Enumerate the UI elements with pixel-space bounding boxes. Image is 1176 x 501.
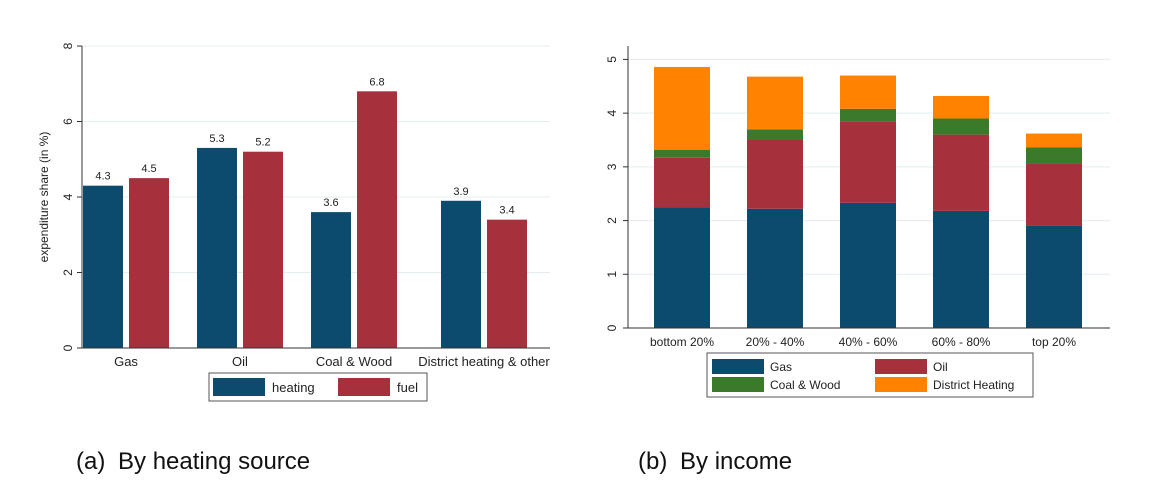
- legend-swatch-coal-wood: [712, 377, 764, 392]
- chart-b-y-tick-label: 3: [605, 163, 619, 170]
- chart-b-y-tick-label: 0: [605, 324, 619, 331]
- bar-district-heating-60-80: [933, 95, 989, 119]
- value-label-heating-district-heating-other: 3.9: [453, 186, 468, 198]
- value-label-fuel-gas: 4.5: [141, 163, 156, 175]
- legend-swatch-gas: [712, 359, 764, 374]
- value-label-fuel-oil: 5.2: [255, 137, 270, 149]
- legend-label-district-heating: District Heating: [933, 378, 1014, 392]
- legend-swatch-fuel: [338, 378, 390, 396]
- chart-a-y-tick-label: 2: [61, 269, 75, 276]
- bar-oil-40-60: [840, 121, 896, 203]
- bar-oil-bottom-20: [654, 157, 710, 208]
- caption-b: (b) By income: [638, 448, 792, 476]
- caption-b-text: By income: [680, 448, 793, 475]
- bar-heating-district-heating-other: [441, 200, 481, 348]
- bar-fuel-gas: [129, 178, 169, 348]
- x-tick-label-oil: Oil: [232, 354, 248, 369]
- caption-b-tag: (b): [638, 448, 668, 475]
- bar-coal-wood-60-80: [933, 118, 989, 135]
- value-label-heating-gas: 4.3: [95, 171, 110, 183]
- chart-a: 4.3 4.5 5.3 5.2 3.6 6.8 3.9 3.4 0 2 4 6 8 Gas Oil Coa…: [37, 42, 550, 402]
- legend-label-fuel: fuel: [397, 380, 418, 395]
- bar-coal-wood-20-40: [747, 129, 803, 140]
- bar-district-heating-40-60: [840, 75, 896, 109]
- bar-district-heating-top-20: [1026, 133, 1082, 148]
- caption-a-text: By heating source: [118, 448, 311, 475]
- chart-b-y-tick-label: 1: [605, 271, 619, 278]
- bar-gas-40-60: [840, 202, 896, 328]
- legend-label-coal-wood: Coal & Wood: [770, 378, 840, 392]
- bar-coal-wood-bottom-20: [654, 149, 710, 158]
- bar-gas-60-80: [933, 210, 989, 328]
- value-label-fuel-coal-wood: 6.8: [369, 76, 384, 88]
- bar-heating-gas: [83, 185, 123, 348]
- value-label-fuel-district-heating-other: 3.4: [499, 205, 514, 217]
- bar-coal-wood-top-20: [1026, 147, 1082, 164]
- x-tick-label-bottom-20: bottom 20%: [650, 335, 714, 349]
- chart-a-y-label: expenditure share (in %): [37, 132, 51, 263]
- bar-oil-60-80: [933, 134, 989, 211]
- bar-fuel-oil: [243, 151, 283, 348]
- legend-label-oil: Oil: [933, 360, 948, 374]
- x-tick-label-district-heating-other: District heating & other: [418, 354, 550, 369]
- x-tick-label-gas: Gas: [114, 354, 138, 369]
- bar-district-heating-bottom-20: [654, 66, 710, 150]
- chart-b-y-tick-label: 2: [605, 217, 619, 224]
- caption-a: (a) By heating source: [76, 448, 310, 476]
- legend-swatch-oil: [875, 359, 927, 374]
- x-tick-label-60-80: 60% - 80%: [932, 335, 991, 349]
- legend-label-gas: Gas: [770, 360, 792, 374]
- bar-gas-bottom-20: [654, 207, 710, 328]
- x-tick-label-40-60: 40% - 60%: [839, 335, 898, 349]
- value-label-heating-oil: 5.3: [209, 133, 224, 145]
- bar-coal-wood-40-60: [840, 108, 896, 122]
- chart-a-y-tick-label: 8: [61, 42, 75, 49]
- bar-heating-coal-wood: [311, 212, 351, 348]
- chart-a-y-tick-label: 6: [61, 118, 75, 125]
- chart-a-y-tick-label: 0: [61, 344, 75, 351]
- bar-district-heating-20-40: [747, 76, 803, 130]
- x-tick-label-top-20: top 20%: [1032, 335, 1076, 349]
- bar-heating-oil: [197, 147, 237, 348]
- bar-oil-20-40: [747, 140, 803, 209]
- x-tick-label-20-40: 20% - 40%: [746, 335, 805, 349]
- bar-fuel-coal-wood: [357, 91, 397, 349]
- legend-label-heating: heating: [272, 380, 315, 395]
- chart-a-y-tick-label: 4: [61, 193, 75, 200]
- bar-gas-top-20: [1026, 225, 1082, 328]
- legend-swatch-heating: [213, 378, 265, 396]
- bar-oil-top-20: [1026, 163, 1082, 226]
- bar-fuel-district-heating-other: [487, 219, 527, 348]
- x-tick-label-coal-wood: Coal & Wood: [316, 354, 392, 369]
- legend-swatch-district-heating: [875, 377, 927, 392]
- value-label-heating-coal-wood: 3.6: [323, 197, 338, 209]
- chart-b: 0 1 2 3 4 5 bottom 20% 20% - 40% 40% - 60% 60% -…: [605, 46, 1110, 398]
- caption-a-tag: (a): [76, 448, 106, 475]
- bar-gas-20-40: [747, 208, 803, 328]
- chart-b-y-tick-label: 4: [605, 109, 619, 116]
- chart-b-y-tick-label: 5: [605, 56, 619, 63]
